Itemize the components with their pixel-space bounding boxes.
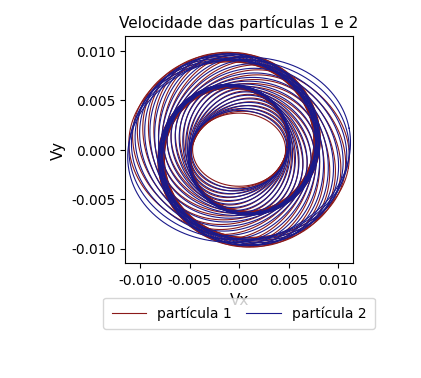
partícula 1 [237,111,242,116]
partícula 2 [285,145,290,150]
partícula 1 [190,145,195,149]
partícula 1 [281,136,286,141]
partícula 2 [284,152,289,157]
partícula 2 [284,152,289,157]
partícula 1 [283,148,288,152]
partícula 1 [237,184,242,189]
partícula 1 [248,183,253,187]
Line: partícula 1: partícula 1 [192,113,285,186]
Line: partícula 2: partícula 2 [191,111,287,189]
partícula 2 [236,187,241,191]
partícula 2 [285,145,290,150]
partícula 2 [281,133,286,138]
partícula 1 [282,154,288,159]
partícula 2 [250,185,255,190]
partícula 1 [282,154,288,159]
Legend: partícula 1, partícula 2: partícula 1, partícula 2 [103,298,375,329]
partícula 2 [237,108,242,113]
partícula 2 [189,147,194,151]
X-axis label: Vx: Vx [229,293,249,308]
partícula 1 [283,148,288,152]
Title: Velocidade das partículas 1 e 2: Velocidade das partículas 1 e 2 [120,15,359,31]
Y-axis label: Vy: Vy [51,141,66,160]
partícula 1 [192,139,197,143]
partícula 2 [190,140,195,145]
